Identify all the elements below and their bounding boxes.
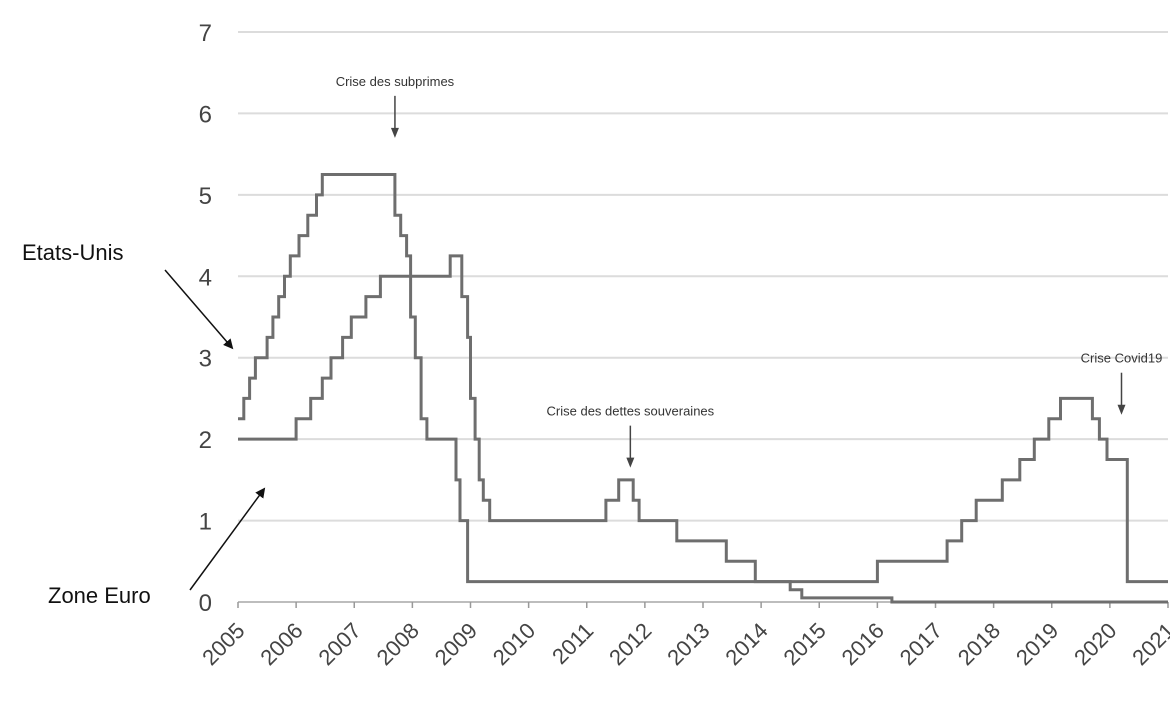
annotation-label: Crise des dettes souveraines — [547, 404, 715, 419]
series-label-etats-unis: Etats-Unis — [22, 240, 123, 265]
y-tick-label: 5 — [199, 183, 212, 210]
annotation-label: Crise Covid19 — [1081, 351, 1163, 366]
series-label-zone-euro: Zone Euro — [48, 583, 151, 608]
x-tick-label: 2014 — [720, 618, 772, 670]
series-label-arrow — [189, 487, 266, 591]
y-tick-label: 3 — [199, 346, 212, 373]
x-tick-label: 2018 — [953, 618, 1005, 670]
x-tick-label: 2019 — [1011, 618, 1063, 670]
x-tick-label: 2015 — [778, 618, 830, 670]
annotation-label: Crise des subprimes — [336, 74, 455, 89]
series-line-etats-unis — [238, 173, 1168, 584]
x-tick-label: 2006 — [255, 618, 307, 670]
x-tick-label: 2020 — [1069, 618, 1121, 670]
x-tick-label: 2009 — [430, 618, 482, 670]
annotations: Crise des subprimes Crise des dettes souv… — [336, 74, 1163, 468]
x-tick-label: 2007 — [313, 618, 365, 670]
series-label-arrow — [164, 269, 234, 350]
y-axis: 0 1 2 3 4 5 6 7 — [199, 20, 212, 617]
y-tick-label: 6 — [199, 101, 212, 128]
x-tick-label: 2021 — [1127, 618, 1170, 670]
x-tick-label: 2010 — [488, 618, 540, 670]
annotation-arrow-head — [626, 457, 635, 468]
y-tick-label: 2 — [199, 427, 212, 454]
x-tick-label: 2013 — [662, 618, 714, 670]
series-line-zone-euro — [238, 254, 1168, 604]
series-lines — [238, 173, 1168, 604]
x-tick-label: 2011 — [547, 618, 598, 669]
y-tick-label: 0 — [199, 590, 212, 617]
x-axis: 2005 2006 2007 2008 2009 2010 2011 2012 2013 2014… — [197, 601, 1170, 670]
x-tick-label: 2008 — [372, 618, 424, 670]
y-tick-label: 1 — [199, 509, 212, 536]
x-tick-label: 2017 — [895, 618, 947, 670]
x-tick-label: 2016 — [837, 618, 889, 670]
y-tick-label: 7 — [199, 20, 212, 47]
x-tick-label: 2005 — [197, 618, 249, 670]
series-labels: Etats-Unis Zone Euro — [22, 240, 266, 608]
x-tick-label: 2012 — [604, 618, 656, 670]
annotation-arrow-head — [1117, 404, 1126, 415]
gridlines — [238, 31, 1168, 522]
annotation-arrow-head — [390, 127, 399, 138]
y-tick-label: 4 — [199, 264, 212, 291]
